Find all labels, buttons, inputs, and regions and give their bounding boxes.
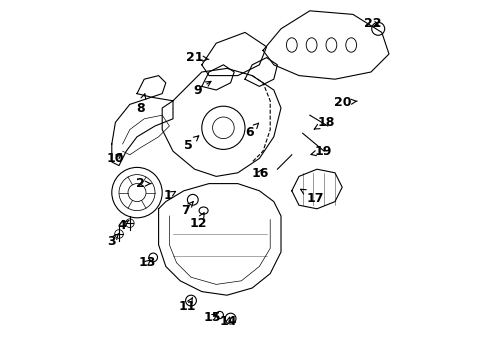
- Text: 3: 3: [107, 233, 119, 248]
- Text: 6: 6: [245, 123, 259, 139]
- Text: 21: 21: [186, 51, 209, 64]
- Text: 11: 11: [179, 297, 196, 313]
- Text: 5: 5: [184, 136, 199, 152]
- Text: 14: 14: [220, 315, 238, 328]
- Text: 22: 22: [364, 17, 382, 30]
- Text: 12: 12: [190, 213, 207, 230]
- Text: 17: 17: [300, 189, 324, 204]
- Text: 7: 7: [181, 202, 193, 217]
- Text: 13: 13: [138, 256, 156, 269]
- Text: 10: 10: [107, 152, 124, 165]
- Text: 15: 15: [203, 311, 220, 324]
- Text: 9: 9: [193, 81, 211, 96]
- Text: 8: 8: [136, 94, 146, 114]
- Text: 1: 1: [164, 189, 175, 202]
- Text: 4: 4: [118, 219, 129, 232]
- Text: 18: 18: [314, 116, 335, 129]
- Text: 16: 16: [251, 167, 269, 180]
- Text: 2: 2: [136, 177, 151, 190]
- Text: 19: 19: [311, 145, 332, 158]
- Text: 20: 20: [334, 96, 357, 109]
